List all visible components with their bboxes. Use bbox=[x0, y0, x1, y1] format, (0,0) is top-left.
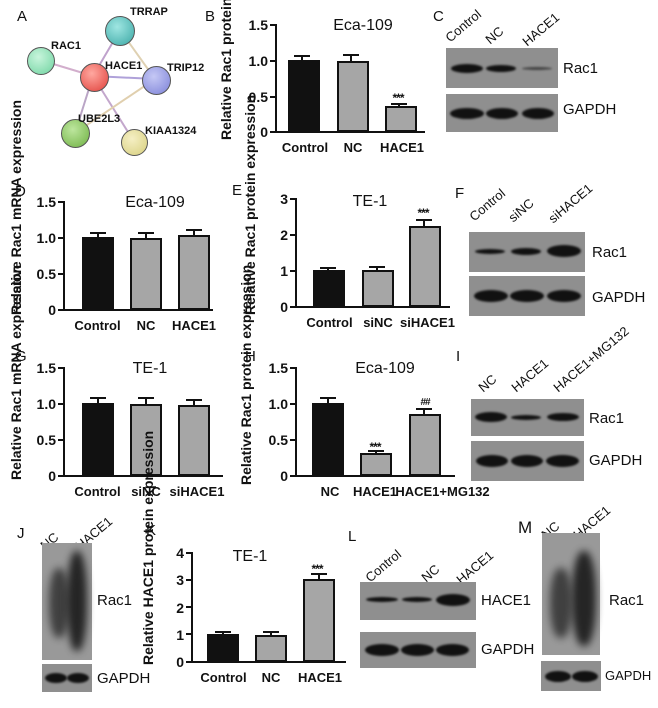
panel-letter-c: C bbox=[433, 8, 444, 25]
bar-nc bbox=[312, 403, 344, 476]
gapdh-blot bbox=[469, 276, 585, 316]
gapdh-blot bbox=[42, 664, 92, 692]
significance-marker: *** bbox=[392, 91, 404, 105]
gapdh-blot bbox=[446, 94, 558, 132]
x-axis bbox=[275, 131, 425, 133]
panel-letter-l: L bbox=[348, 528, 357, 545]
node-label-trrap: TRRAP bbox=[130, 6, 168, 18]
bar-hace1-mg132 bbox=[409, 414, 441, 476]
node-ube2l3-icon bbox=[61, 119, 90, 148]
rac1-blot bbox=[469, 232, 585, 272]
y-tick: 0 bbox=[260, 124, 268, 140]
panel-letter-d: D bbox=[15, 183, 26, 200]
y-tick: 1.0 bbox=[248, 53, 268, 69]
node-label-trip12: TRIP12 bbox=[167, 62, 205, 74]
bar-control bbox=[82, 237, 114, 310]
bar-sinc bbox=[130, 404, 162, 476]
panel-letter-j: J bbox=[17, 525, 25, 542]
bar-control bbox=[82, 403, 114, 476]
y-axis bbox=[275, 24, 277, 133]
node-kiaa1324-icon bbox=[121, 129, 148, 156]
node-trrap-icon bbox=[105, 16, 135, 46]
node-hace1-icon bbox=[80, 63, 109, 92]
gapdh-blot bbox=[541, 661, 601, 691]
panel-letter-g: G bbox=[15, 348, 27, 365]
rac1-smear-blot bbox=[542, 533, 600, 655]
bar-control bbox=[207, 634, 239, 662]
bar-hace1 bbox=[385, 106, 417, 132]
panel-letter-b: B bbox=[205, 8, 216, 25]
node-label-hace1: HACE1 bbox=[105, 60, 143, 72]
node-label-kiaa1324: KIAA1324 bbox=[145, 125, 197, 137]
panel-letter-h: H bbox=[245, 348, 256, 365]
bar-hace1 bbox=[360, 453, 392, 476]
panel-letter-f: F bbox=[455, 185, 465, 202]
hace1-blot bbox=[360, 582, 476, 620]
bar-sihace1 bbox=[409, 226, 441, 307]
y-tick: 0.5 bbox=[248, 89, 268, 105]
bar-hace1 bbox=[303, 579, 335, 662]
bar-sihace1 bbox=[178, 405, 210, 476]
panel-letter-e: E bbox=[232, 182, 243, 199]
bar-control bbox=[288, 60, 320, 132]
node-label-ube2l3: UBE2L3 bbox=[78, 113, 121, 125]
node-trip12-icon bbox=[142, 66, 171, 95]
rac1-smear-blot bbox=[42, 543, 92, 660]
bar-nc bbox=[130, 238, 162, 310]
bar-control bbox=[313, 270, 345, 307]
y-axis-label: Relative Rac1 protein expression bbox=[218, 0, 234, 140]
gapdh-blot bbox=[471, 441, 584, 481]
panel-letter-m: M bbox=[518, 518, 533, 537]
bar-hace1 bbox=[178, 235, 210, 310]
bar-nc bbox=[337, 61, 369, 132]
chart-title: Eca-109 bbox=[333, 17, 393, 34]
rac1-blot bbox=[471, 399, 584, 436]
bar-sinc bbox=[362, 270, 394, 307]
node-rac1-icon bbox=[27, 47, 55, 75]
panel-letter-k: K bbox=[146, 522, 157, 539]
gapdh-blot bbox=[360, 632, 476, 668]
panel-letter-a: A bbox=[17, 8, 28, 25]
rac1-blot bbox=[446, 48, 558, 88]
bar-nc bbox=[255, 635, 287, 662]
y-tick: 1.5 bbox=[248, 17, 268, 33]
panel-letter-i: I bbox=[456, 348, 461, 365]
node-label-rac1: RAC1 bbox=[51, 40, 81, 52]
